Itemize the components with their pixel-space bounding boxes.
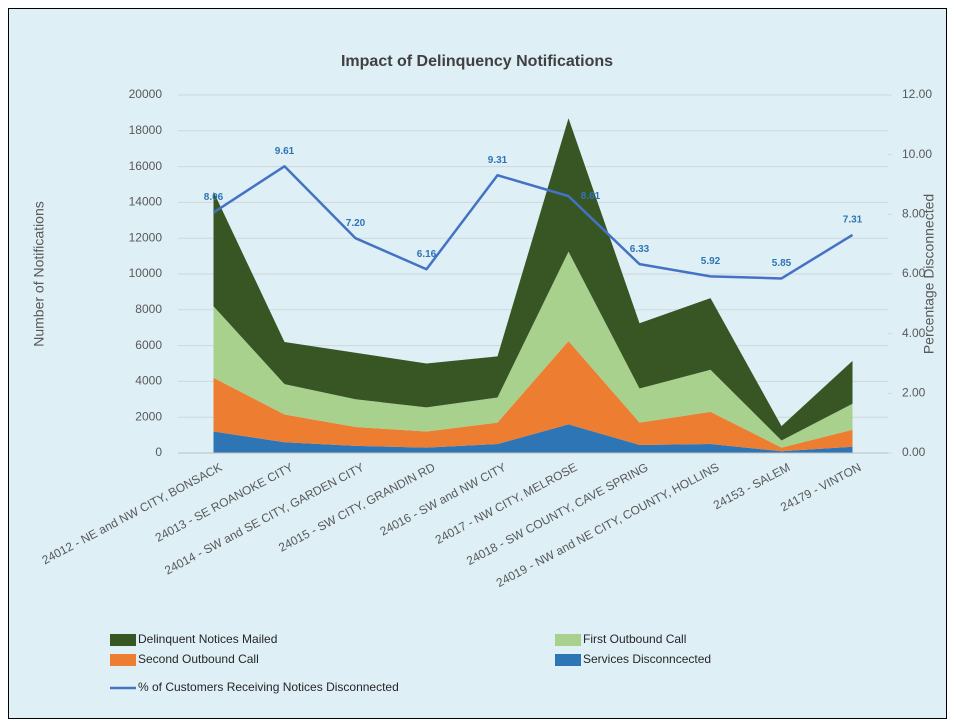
y-tick-label: 4000	[135, 374, 162, 388]
legend-swatch	[110, 634, 136, 646]
legend-label: % of Customers Receiving Notices Disconn…	[138, 680, 399, 694]
y2-tick-label: 0.00	[902, 445, 926, 459]
data-label: 7.31	[843, 215, 863, 226]
y-tick-label: 16000	[129, 159, 163, 173]
legend-label: Services Disconncected	[583, 652, 711, 666]
chart-title: Impact of Delinquency Notifications	[341, 53, 613, 70]
data-label: 5.85	[772, 258, 792, 269]
y-tick-label: 6000	[135, 338, 162, 352]
line	[212, 165, 854, 280]
data-label: 6.33	[630, 244, 650, 255]
data-label: 8.61	[581, 191, 601, 202]
y2-tick-label: 8.00	[902, 207, 926, 221]
y2-tick-label: 4.00	[902, 326, 926, 340]
y2-axis-title: Percentage Disconnected	[921, 194, 937, 354]
area	[213, 118, 853, 441]
data-label: 9.31	[488, 155, 508, 166]
y-tick-label: 18000	[129, 123, 163, 137]
y2-tick-label: 12.00	[902, 87, 932, 101]
legend-swatch	[110, 654, 136, 666]
y2-tick-label: 6.00	[902, 266, 926, 280]
y-tick-label: 0	[155, 445, 162, 459]
data-label: 5.92	[701, 256, 721, 267]
data-label: 9.61	[275, 146, 295, 157]
legend-label: First Outbound Call	[583, 632, 686, 646]
legend-label: Delinquent Notices Mailed	[138, 632, 277, 646]
legend-swatch	[555, 654, 581, 666]
legend-swatch	[555, 634, 581, 646]
area	[213, 251, 853, 448]
data-label: 7.20	[346, 218, 366, 229]
area	[213, 341, 853, 452]
y-tick-label: 12000	[129, 230, 163, 244]
y2-tick-label: 2.00	[902, 386, 926, 400]
y-tick-label: 14000	[129, 195, 163, 209]
legend-label: Second Outbound Call	[138, 652, 259, 666]
y2-tick-label: 10.00	[902, 147, 932, 161]
y-tick-label: 2000	[135, 409, 162, 423]
y-axis-title: Number of Notifications	[31, 201, 47, 347]
y-tick-label: 10000	[129, 266, 163, 280]
area	[213, 424, 853, 453]
y-tick-label: 20000	[129, 87, 163, 101]
data-label: 8.06	[204, 192, 224, 203]
data-label: 6.16	[417, 249, 437, 260]
y-tick-label: 8000	[135, 302, 162, 316]
